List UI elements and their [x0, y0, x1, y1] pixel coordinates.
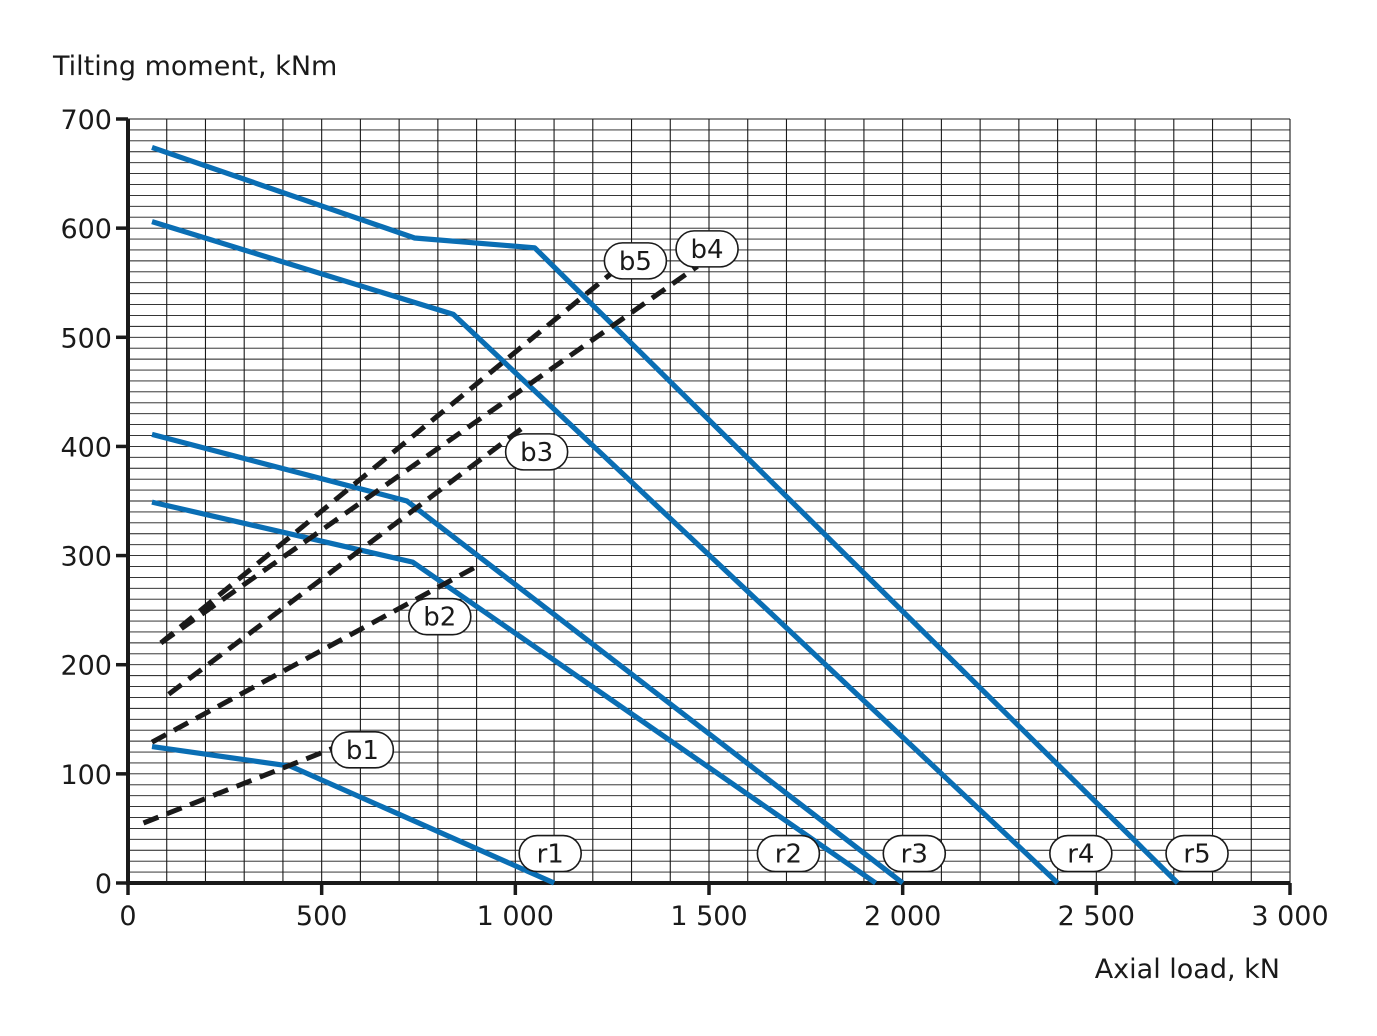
y-tick-label: 0: [95, 869, 112, 900]
x-tick-label: 3 000: [1251, 901, 1328, 932]
x-tick-label: 1 000: [477, 901, 554, 932]
series-tag-label: r4: [1067, 840, 1094, 870]
series-tags: r1 r2 r3 r4 r5 b1 b2 b3 b4 b5: [330, 230, 1229, 873]
series-tag-r4: r4: [1049, 834, 1113, 873]
series-tag-box: [330, 731, 395, 769]
series-tag-label: r1: [537, 840, 564, 870]
series-tag-box: [756, 834, 821, 873]
x-tick-label: 2 000: [864, 901, 941, 932]
series-tag-box: [1049, 834, 1113, 873]
series-tag-r3: r3: [882, 834, 947, 873]
y-tick-label: 300: [60, 542, 112, 573]
series-tag-label: r5: [1183, 840, 1210, 870]
x-tick-label: 1 500: [670, 901, 747, 932]
y-tick-label: 200: [60, 651, 112, 682]
series-tag-b1: b1: [330, 731, 395, 769]
series-line-b4: [159, 264, 699, 645]
series-tag-label: b4: [691, 235, 724, 265]
series-tag-r5: r5: [1165, 834, 1229, 873]
x-tick-label: 500: [296, 901, 348, 932]
tick-labels: 0 100 200 300 400 500 600 700 0 500 1 000 1 500 2 00…: [60, 105, 1328, 932]
series-tag-label: r3: [901, 840, 928, 870]
series-line-r5: [151, 144, 1180, 885]
series-tag-r1: r1: [518, 834, 582, 873]
series-tag-box: [882, 834, 947, 873]
series: [142, 144, 1180, 886]
series-tag-label: b1: [346, 736, 379, 766]
y-tick-label: 600: [60, 214, 112, 245]
x-tick-label: 0: [119, 901, 136, 932]
series-tag-label: b3: [520, 438, 553, 468]
series-tag-b4: b4: [675, 230, 739, 268]
y-tick-label: 100: [60, 760, 112, 791]
series-tag-b5: b5: [603, 242, 668, 280]
series-line-b2: [150, 564, 478, 745]
series-line-r2: [151, 499, 878, 886]
series-line-r3: [151, 431, 905, 886]
series-tag-b3: b3: [504, 433, 569, 471]
x-axis-title: Axial load, kN: [1095, 954, 1280, 985]
series-tag-r2: r2: [756, 834, 821, 873]
axes: [116, 117, 1292, 895]
y-tick-label: 700: [60, 105, 112, 136]
series-tag-box: [1165, 834, 1229, 873]
x-tick-label: 2 500: [1058, 901, 1135, 932]
series-tag-label: b5: [619, 247, 652, 277]
series-tag-b2: b2: [408, 597, 472, 636]
y-tick-label: 400: [60, 432, 112, 463]
y-tick-label: 500: [60, 323, 112, 354]
series-line-r4: [151, 219, 1060, 885]
grid: [128, 118, 1291, 883]
series-line-b1: [142, 744, 339, 826]
series-tag-box: [518, 834, 582, 873]
series-tag-box: [408, 597, 472, 636]
series-tag-box: [504, 433, 569, 471]
y-axis-title: Tilting moment, kNm: [52, 51, 337, 82]
series-tag-box: [603, 242, 668, 280]
series-tag-label: r2: [775, 840, 802, 870]
series-tag-label: b2: [423, 603, 456, 633]
series-tag-box: [675, 230, 739, 268]
